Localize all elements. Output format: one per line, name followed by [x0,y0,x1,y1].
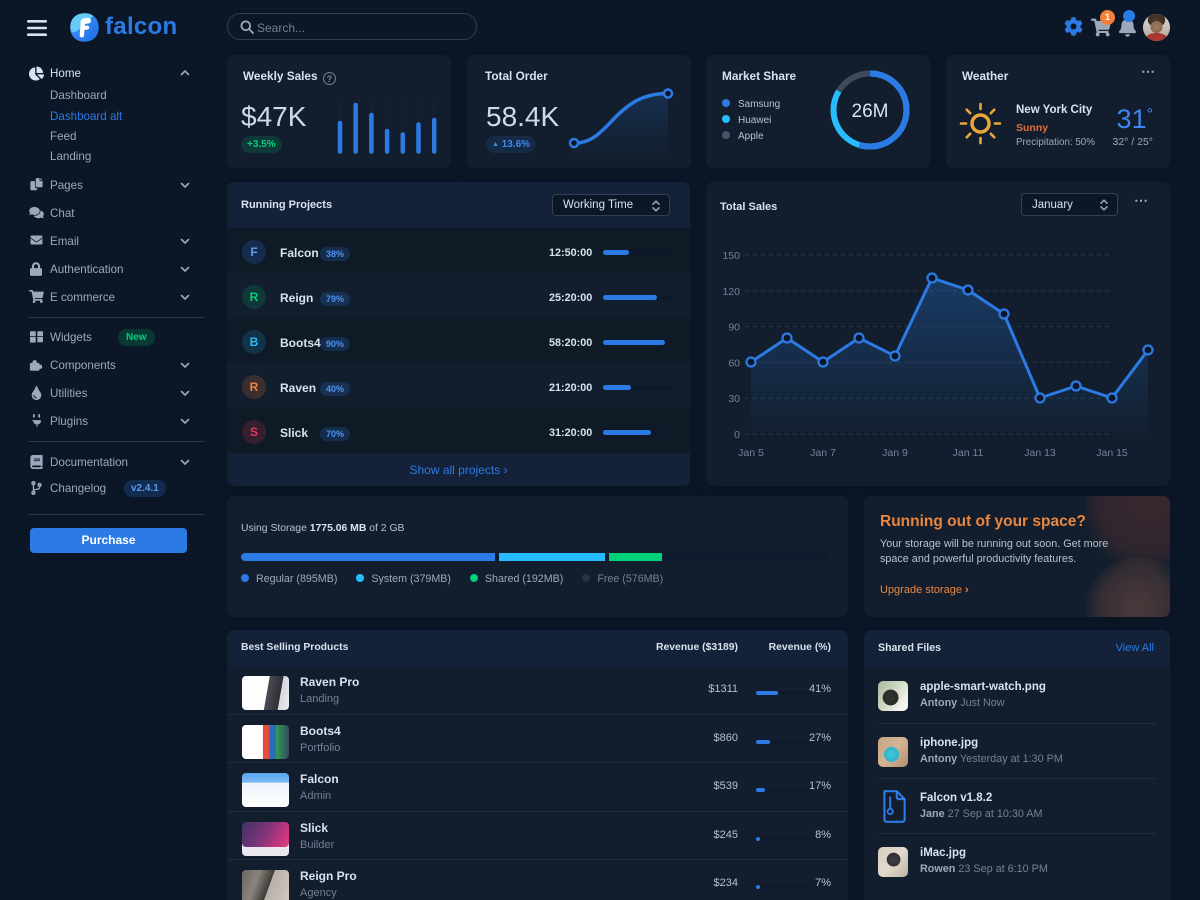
svg-text:26M: 26M [852,101,889,122]
svg-text:Jan 11: Jan 11 [953,447,984,459]
svg-text:0: 0 [734,429,740,441]
svg-text:150: 150 [722,250,740,262]
svg-text:120: 120 [722,286,740,298]
svg-text:Jan 13: Jan 13 [1024,447,1056,459]
svg-text:Jan 7: Jan 7 [810,447,836,459]
svg-text:90: 90 [728,322,740,334]
svg-text:Jan 5: Jan 5 [738,447,764,459]
svg-text:Jan 9: Jan 9 [882,447,908,459]
svg-text:Jan 15: Jan 15 [1096,447,1128,459]
svg-text:60: 60 [728,357,740,369]
svg-text:30: 30 [728,393,740,405]
